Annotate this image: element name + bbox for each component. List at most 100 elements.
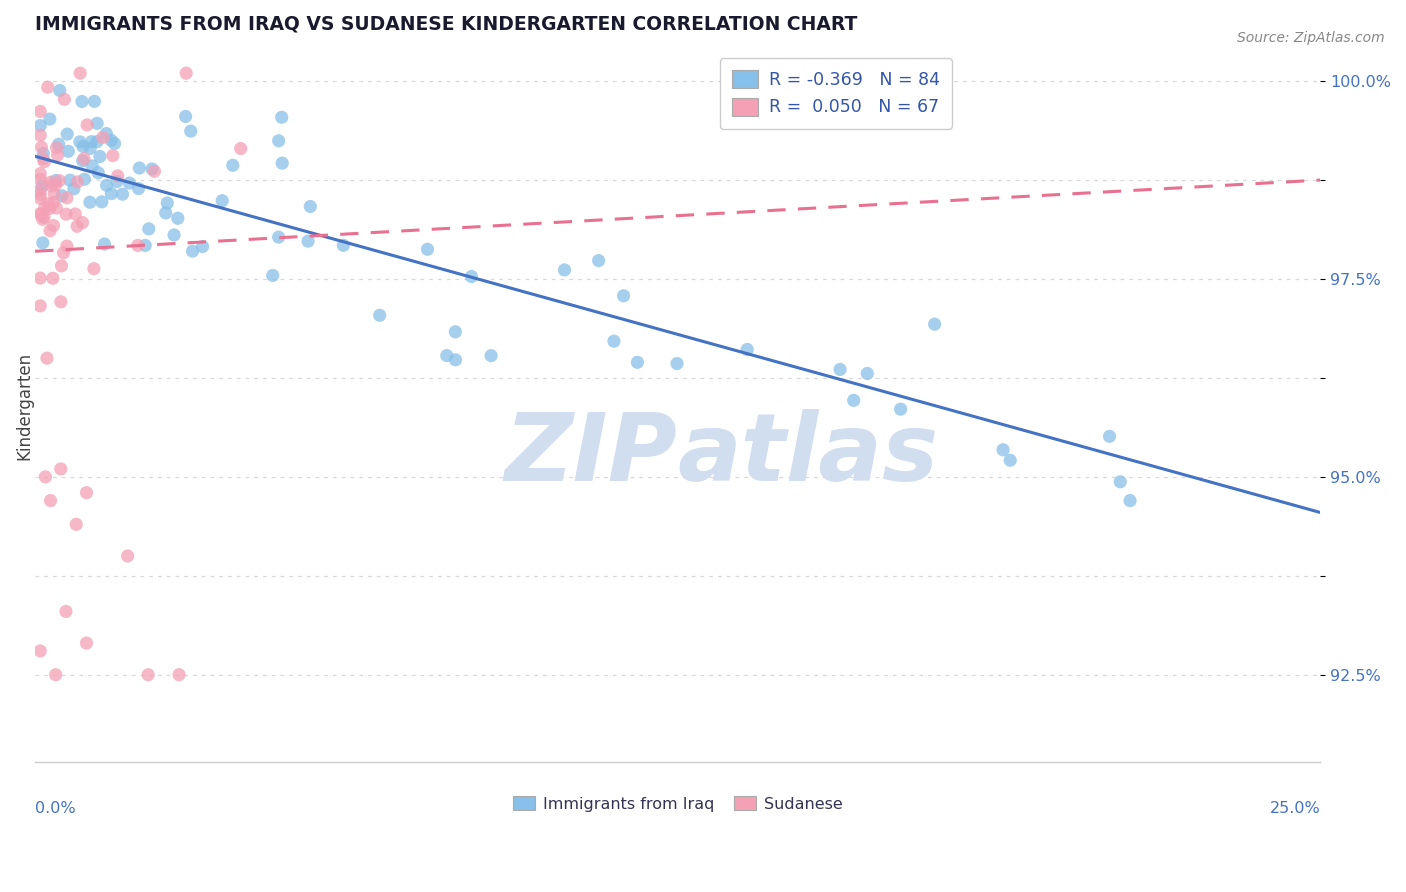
Point (1098, 429, 1121, 443)
Point (56, 191, 79, 205)
Point (191, 239, 214, 253)
Point (42, 195, 65, 210)
Point (30, 184, 52, 198)
Point (39, 175, 62, 189)
Point (30, 128, 52, 142)
Point (134, 238, 156, 252)
Point (70, 95, 93, 109)
Point (42, 219, 65, 233)
Point (735, 343, 758, 357)
Point (107, 169, 129, 183)
Point (842, 393, 865, 408)
Point (55, 207, 77, 221)
Point (48, 137, 70, 152)
Point (136, 667, 159, 681)
Point (32, 146, 55, 161)
Point (42, 271, 65, 285)
Point (890, 402, 912, 417)
Point (34, 470, 56, 484)
Point (332, 238, 354, 252)
Point (63, 182, 86, 196)
Point (79, 195, 101, 210)
Point (166, 211, 188, 226)
Point (30, 208, 52, 222)
Point (76, 485, 98, 500)
Point (180, 124, 202, 138)
Point (76, 118, 98, 132)
Point (100, 186, 122, 201)
Point (55, 604, 77, 618)
Point (155, 206, 177, 220)
Point (76, 636, 98, 650)
Point (73, 152, 96, 166)
Point (444, 325, 467, 339)
Point (31, 212, 53, 227)
Point (44, 178, 66, 192)
Point (626, 355, 648, 369)
Point (87, 166, 110, 180)
Point (72, 139, 94, 153)
Point (30, 104, 52, 119)
Point (30, 271, 52, 285)
Point (603, 334, 626, 348)
Point (32, 211, 55, 225)
Point (666, 357, 689, 371)
Point (128, 161, 150, 175)
Point (91, 130, 114, 145)
Point (86, 116, 108, 130)
Point (1109, 475, 1132, 489)
Point (45, 173, 67, 187)
Point (39, 493, 62, 508)
Point (51, 188, 73, 202)
Point (72, 153, 94, 168)
Point (30, 172, 52, 186)
Point (30, 187, 52, 202)
Point (73, 172, 96, 186)
Point (34, 201, 56, 215)
Point (30, 191, 52, 205)
Text: 25.0%: 25.0% (1270, 801, 1320, 816)
Point (163, 227, 186, 242)
Point (96, 178, 118, 193)
Point (1119, 493, 1142, 508)
Point (588, 253, 610, 268)
Point (267, 230, 290, 244)
Point (58, 145, 80, 159)
Point (30, 167, 52, 181)
Point (44, 187, 66, 202)
Point (128, 181, 150, 195)
Point (35, 351, 58, 365)
Point (924, 317, 946, 331)
Point (998, 453, 1021, 467)
Point (53, 92, 76, 106)
Point (229, 142, 252, 156)
Point (271, 156, 294, 170)
Point (104, 136, 127, 151)
Point (45, 141, 67, 155)
Point (181, 244, 204, 259)
Text: atlas: atlas (678, 409, 939, 501)
Point (460, 269, 482, 284)
Point (37, 196, 59, 211)
Point (89, 149, 111, 163)
Point (174, 66, 197, 80)
Point (49, 83, 72, 97)
Point (856, 367, 879, 381)
Point (69, 135, 91, 149)
Point (105, 175, 128, 189)
Point (93, 237, 115, 252)
Point (69, 66, 91, 80)
Point (45, 201, 67, 215)
Point (83, 261, 105, 276)
Point (156, 196, 179, 211)
Point (51, 259, 73, 273)
Point (59, 173, 82, 187)
Point (82, 159, 104, 173)
Point (299, 200, 322, 214)
Point (65, 207, 87, 221)
Point (37, 80, 59, 95)
Point (49, 294, 72, 309)
Point (45, 667, 67, 681)
Point (32, 152, 55, 166)
Point (211, 194, 233, 208)
